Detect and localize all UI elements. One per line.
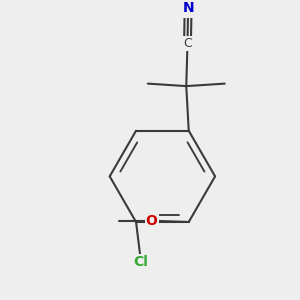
Text: Cl: Cl — [134, 255, 148, 269]
Text: O: O — [146, 214, 158, 228]
Text: C: C — [183, 38, 192, 50]
Text: N: N — [182, 1, 194, 15]
